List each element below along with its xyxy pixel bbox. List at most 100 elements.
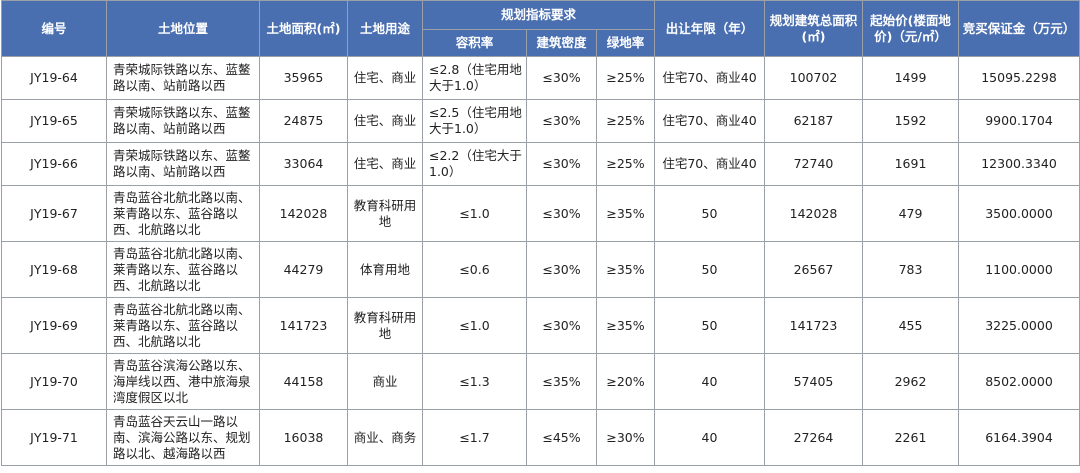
- cell-area: 24875: [259, 99, 348, 143]
- cell-far: ≤2.8（住宅用地大于1.0）: [422, 56, 527, 100]
- table-row: JY19-69 青岛蓝谷北航北路以南、莱青路以东、蓝谷路以西、北航路以北 141…: [1, 297, 1080, 354]
- cell-price: 783: [862, 241, 959, 298]
- cell-price: 479: [862, 185, 959, 242]
- table-row: JY19-65 青荣城际铁路以东、蓝鳌路以南、站前路以西 24875 住宅、商业…: [1, 99, 1080, 143]
- header-id: 编号: [1, 0, 107, 57]
- cell-density: ≤35%: [526, 353, 597, 410]
- cell-density: ≤30%: [526, 142, 597, 186]
- cell-location: 青岛蓝谷北航北路以南、莱青路以东、蓝谷路以西、北航路以北: [106, 241, 260, 298]
- cell-term: 40: [654, 353, 765, 410]
- cell-far: ≤1.7: [422, 409, 527, 466]
- cell-id: JY19-70: [1, 353, 107, 410]
- cell-price: 2962: [862, 353, 959, 410]
- cell-use: 体育用地: [347, 241, 423, 298]
- cell-use: 商业: [347, 353, 423, 410]
- cell-location: 青荣城际铁路以东、蓝鳌路以南、站前路以西: [106, 99, 260, 143]
- cell-density: ≤30%: [526, 99, 597, 143]
- header-far: 容积率: [422, 29, 527, 57]
- header-deposit: 竞买保证金（万元）: [958, 0, 1080, 57]
- header-area: 土地面积(㎡): [259, 0, 348, 57]
- cell-location: 青岛蓝谷滨海公路以东、海岸线以西、港中旅海泉湾度假区以北: [106, 353, 260, 410]
- cell-deposit: 8502.0000: [958, 353, 1080, 410]
- cell-use: 住宅、商业: [347, 99, 423, 143]
- cell-density: ≤30%: [526, 56, 597, 100]
- cell-far: ≤1.0: [422, 297, 527, 354]
- cell-area: 33064: [259, 142, 348, 186]
- cell-area: 44279: [259, 241, 348, 298]
- header-location: 土地位置: [106, 0, 260, 57]
- cell-price: 2261: [862, 409, 959, 466]
- cell-term: 住宅70、商业40: [654, 142, 765, 186]
- cell-green: ≥30%: [596, 409, 655, 466]
- cell-green: ≥25%: [596, 99, 655, 143]
- table-row: JY19-70 青岛蓝谷滨海公路以东、海岸线以西、港中旅海泉湾度假区以北 441…: [1, 353, 1080, 410]
- cell-deposit: 6164.3904: [958, 409, 1080, 466]
- table-header: 编号 土地位置 土地面积(㎡) 土地用途 规划指标要求 出让年限（年） 规划建筑…: [1, 0, 1080, 57]
- table-row: JY19-66 青荣城际铁路以东、蓝鳌路以南、站前路以西 33064 住宅、商业…: [1, 142, 1080, 186]
- cell-gfa: 141723: [764, 297, 863, 354]
- cell-area: 44158: [259, 353, 348, 410]
- header-term: 出让年限（年）: [654, 0, 765, 57]
- header-gfa: 规划建筑总面积(㎡): [764, 0, 863, 57]
- cell-term: 50: [654, 297, 765, 354]
- cell-area: 142028: [259, 185, 348, 242]
- cell-price: 455: [862, 297, 959, 354]
- cell-deposit: 1100.0000: [958, 241, 1080, 298]
- header-green: 绿地率: [596, 29, 655, 57]
- cell-green: ≥25%: [596, 142, 655, 186]
- cell-location: 青荣城际铁路以东、蓝鳌路以南、站前路以西: [106, 56, 260, 100]
- cell-use: 教育科研用地: [347, 185, 423, 242]
- cell-use: 住宅、商业: [347, 56, 423, 100]
- cell-term: 住宅70、商业40: [654, 99, 765, 143]
- cell-use: 教育科研用地: [347, 297, 423, 354]
- cell-area: 35965: [259, 56, 348, 100]
- cell-price: 1499: [862, 56, 959, 100]
- cell-term: 40: [654, 409, 765, 466]
- table-row: JY19-67 青岛蓝谷北航北路以南、莱青路以东、蓝谷路以西、北航路以北 142…: [1, 185, 1080, 242]
- cell-gfa: 142028: [764, 185, 863, 242]
- cell-location: 青岛蓝谷北航北路以南、莱青路以东、蓝谷路以西、北航路以北: [106, 297, 260, 354]
- cell-area: 16038: [259, 409, 348, 466]
- cell-far: ≤0.6: [422, 241, 527, 298]
- cell-density: ≤45%: [526, 409, 597, 466]
- header-use: 土地用途: [347, 0, 423, 57]
- cell-term: 住宅70、商业40: [654, 56, 765, 100]
- cell-far: ≤1.0: [422, 185, 527, 242]
- cell-id: JY19-65: [1, 99, 107, 143]
- cell-use: 住宅、商业: [347, 142, 423, 186]
- table-row: JY19-68 青岛蓝谷北航北路以南、莱青路以东、蓝谷路以西、北航路以北 442…: [1, 241, 1080, 298]
- cell-density: ≤30%: [526, 297, 597, 354]
- table-row: JY19-71 青岛蓝谷天云山一路以南、滨海公路以东、规划路以北、越海路以西 1…: [1, 409, 1080, 466]
- cell-density: ≤30%: [526, 241, 597, 298]
- cell-id: JY19-71: [1, 409, 107, 466]
- cell-id: JY19-64: [1, 56, 107, 100]
- cell-id: JY19-66: [1, 142, 107, 186]
- cell-green: ≥25%: [596, 56, 655, 100]
- cell-deposit: 15095.2298: [958, 56, 1080, 100]
- cell-deposit: 12300.3340: [958, 142, 1080, 186]
- cell-green: ≥35%: [596, 185, 655, 242]
- cell-price: 1691: [862, 142, 959, 186]
- cell-far: ≤1.3: [422, 353, 527, 410]
- cell-id: JY19-67: [1, 185, 107, 242]
- cell-gfa: 72740: [764, 142, 863, 186]
- cell-id: JY19-68: [1, 241, 107, 298]
- cell-use: 商业、商务: [347, 409, 423, 466]
- cell-location: 青岛蓝谷天云山一路以南、滨海公路以东、规划路以北、越海路以西: [106, 409, 260, 466]
- cell-gfa: 26567: [764, 241, 863, 298]
- cell-deposit: 9900.1704: [958, 99, 1080, 143]
- header-density: 建筑密度: [526, 29, 597, 57]
- header-planning: 规划指标要求: [422, 0, 655, 30]
- cell-area: 141723: [259, 297, 348, 354]
- cell-gfa: 100702: [764, 56, 863, 100]
- cell-deposit: 3225.0000: [958, 297, 1080, 354]
- cell-density: ≤30%: [526, 185, 597, 242]
- cell-green: ≥20%: [596, 353, 655, 410]
- cell-far: ≤2.5（住宅用地大于1.0）: [422, 99, 527, 143]
- cell-gfa: 27264: [764, 409, 863, 466]
- cell-term: 50: [654, 185, 765, 242]
- cell-location: 青荣城际铁路以东、蓝鳌路以南、站前路以西: [106, 142, 260, 186]
- table-row: JY19-64 青荣城际铁路以东、蓝鳌路以南、站前路以西 35965 住宅、商业…: [1, 56, 1080, 100]
- cell-location: 青岛蓝谷北航北路以南、莱青路以东、蓝谷路以西、北航路以北: [106, 185, 260, 242]
